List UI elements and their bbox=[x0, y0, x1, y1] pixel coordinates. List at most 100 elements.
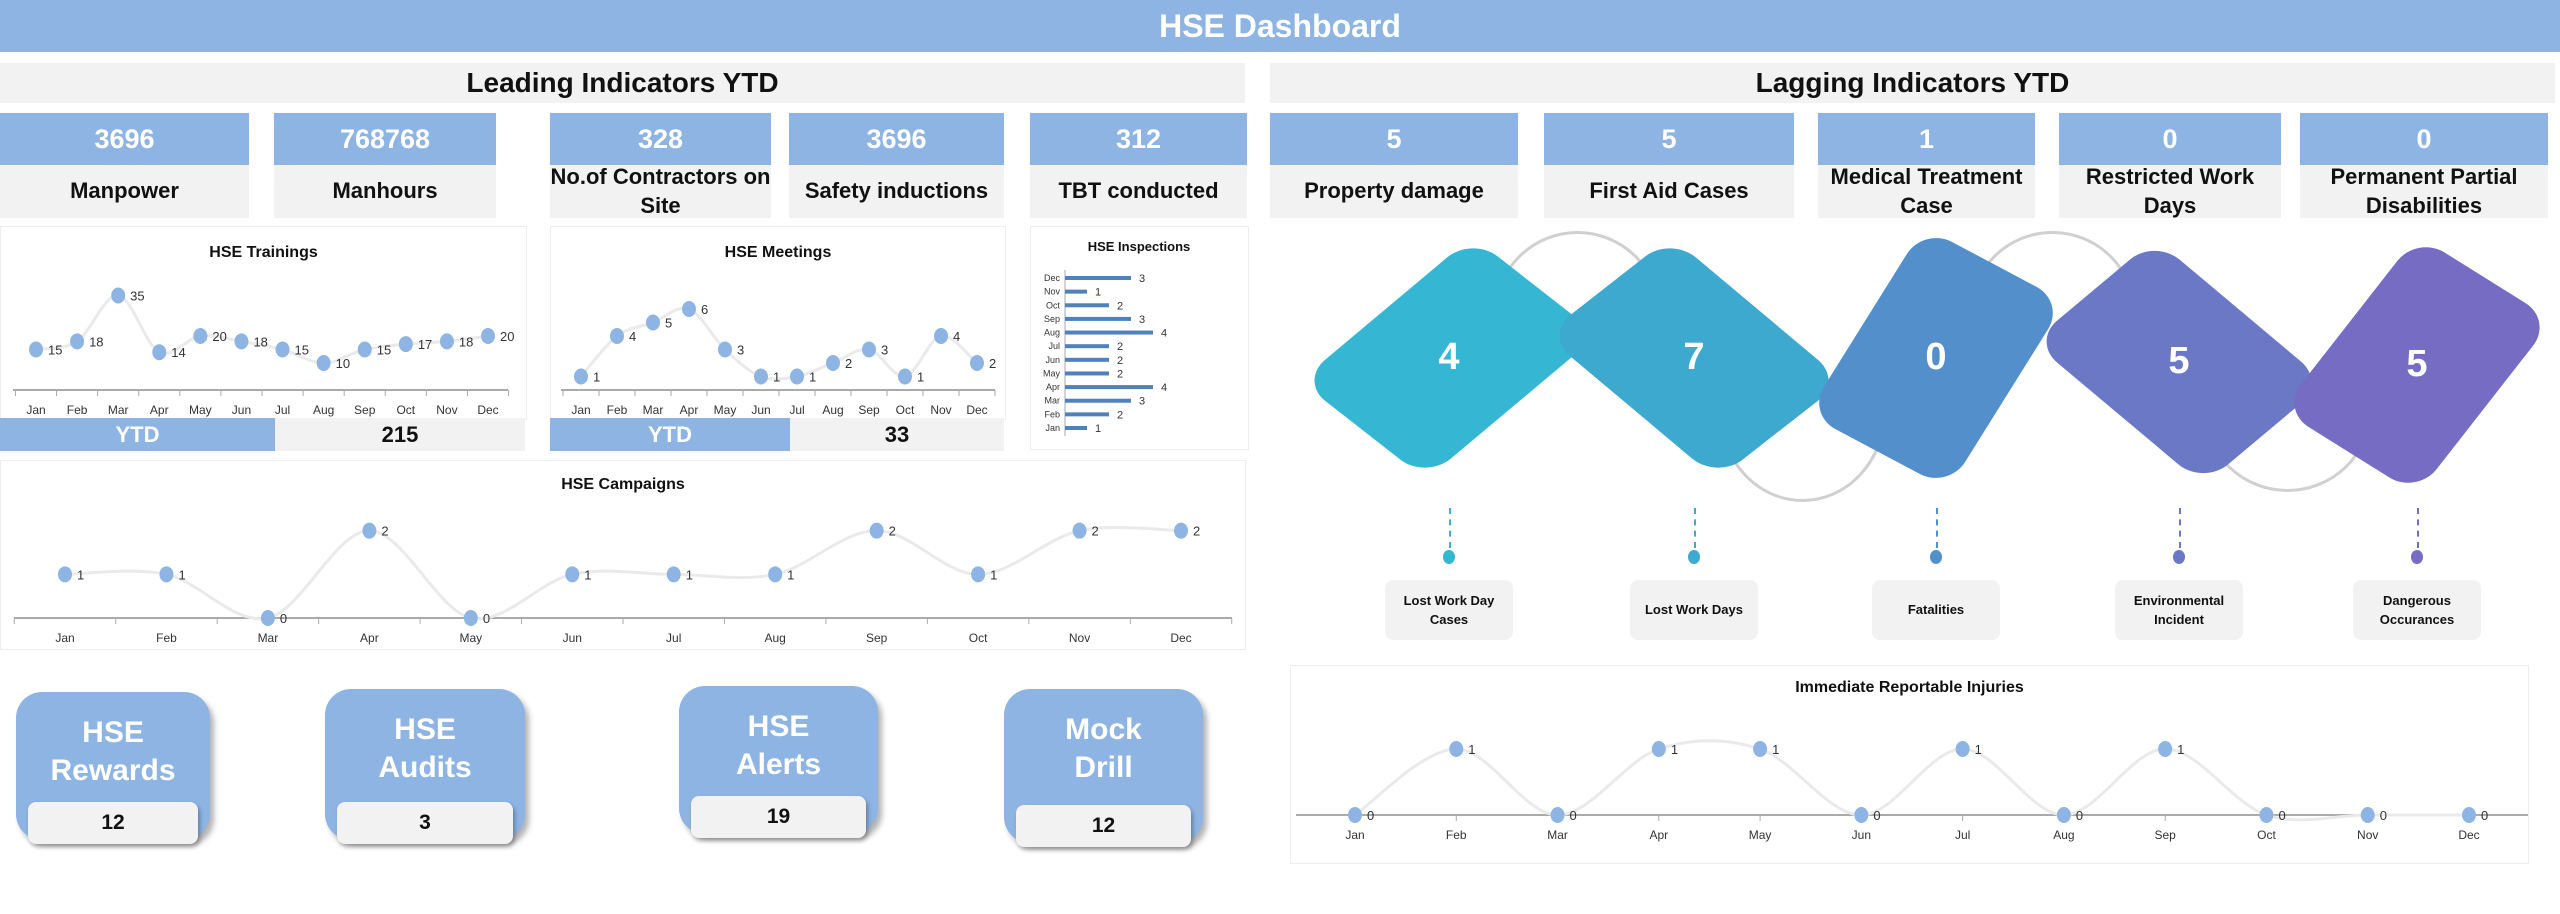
data-point bbox=[869, 522, 884, 539]
data-label: 3 bbox=[1139, 273, 1145, 285]
data-point bbox=[362, 522, 377, 539]
data-point bbox=[666, 566, 681, 583]
leading-kpi-value: 3696 bbox=[789, 113, 1004, 165]
chart-title: HSE Trainings bbox=[209, 244, 318, 261]
x-tick-label: Jul bbox=[666, 631, 681, 645]
bar bbox=[1065, 371, 1109, 376]
leading-kpi-label: Manpower bbox=[0, 165, 249, 218]
x-tick-label: Nov bbox=[436, 403, 457, 417]
data-point bbox=[2259, 807, 2274, 823]
y-tick-label: Apr bbox=[1046, 382, 1060, 392]
hse-tile-button[interactable]: HSE Alerts 19 bbox=[679, 686, 878, 838]
iri-chart-panel: Immediate Reportable Injuries 0 Jan 1 Feb 0 Ma… bbox=[1290, 665, 2538, 864]
x-tick-label: Sep bbox=[866, 631, 888, 645]
data-label: 18 bbox=[89, 334, 103, 349]
bar bbox=[1065, 316, 1131, 321]
x-tick-label: Oct bbox=[896, 403, 915, 417]
data-label: 1 bbox=[1975, 742, 1982, 757]
data-label: 14 bbox=[171, 345, 185, 360]
x-tick-label: Nov bbox=[930, 403, 951, 417]
data-label: 18 bbox=[253, 334, 267, 349]
meetings-chart: HSE Meetings 1 Jan 4 Feb 5 Mar 6 Apr 3 May 1 Jun 1 Jul… bbox=[561, 244, 996, 417]
data-point bbox=[2360, 807, 2375, 823]
data-label: 1 bbox=[686, 567, 693, 582]
data-label: 1 bbox=[787, 567, 794, 582]
data-point bbox=[1651, 741, 1666, 757]
y-tick-label: Sep bbox=[1044, 314, 1060, 324]
hse-tile-button[interactable]: Mock Drill 12 bbox=[1004, 689, 1203, 847]
data-label: 0 bbox=[280, 611, 287, 626]
dashed-connector bbox=[1694, 508, 1696, 548]
series-line bbox=[579, 306, 978, 381]
tile-value: 12 bbox=[1016, 805, 1191, 847]
data-label: 0 bbox=[2278, 808, 2285, 823]
chart-title: HSE Campaigns bbox=[561, 476, 685, 493]
data-point bbox=[934, 328, 948, 344]
data-point bbox=[58, 566, 72, 583]
dashed-connector bbox=[2179, 508, 2181, 548]
tile-value: 19 bbox=[691, 796, 866, 838]
data-point bbox=[610, 328, 624, 344]
x-tick-label: Dec bbox=[966, 403, 987, 417]
y-tick-label: Jul bbox=[1048, 341, 1060, 351]
x-tick-label: Apr bbox=[680, 403, 699, 417]
data-label: 15 bbox=[295, 343, 309, 358]
data-label: 3 bbox=[881, 343, 888, 358]
bar bbox=[1065, 357, 1109, 362]
x-tick-label: Jan bbox=[26, 403, 45, 417]
lagging-kpi-value: 0 bbox=[2300, 113, 2548, 165]
data-label: 15 bbox=[377, 343, 391, 358]
x-tick-label: Dec bbox=[1170, 631, 1191, 645]
tile-label: HSE Audits bbox=[378, 713, 472, 784]
x-tick-label: Jun bbox=[751, 403, 770, 417]
hse-tile-button[interactable]: HSE Rewards 12 bbox=[16, 692, 210, 844]
x-tick-label: Jan bbox=[55, 631, 74, 645]
data-point bbox=[1550, 807, 1565, 823]
data-label: 15 bbox=[48, 343, 62, 358]
campaigns-chart-panel: HSE Campaigns 1 Jan 1 Feb 0 Mar 2 Apr 0 May 1 Jun 1 Ju… bbox=[0, 460, 1246, 650]
bar bbox=[1065, 385, 1153, 390]
x-tick-label: Jan bbox=[571, 403, 590, 417]
y-tick-label: Jan bbox=[1045, 423, 1060, 433]
data-point bbox=[70, 333, 85, 350]
data-point bbox=[1174, 522, 1188, 539]
data-label: 4 bbox=[1161, 328, 1167, 340]
leading-kpi-value: 768768 bbox=[274, 113, 496, 165]
data-label: 10 bbox=[336, 356, 350, 371]
connector-dot bbox=[1930, 550, 1942, 564]
data-point bbox=[29, 341, 43, 358]
connector-dot bbox=[1443, 550, 1455, 564]
meetings-ytd-value: 33 bbox=[790, 418, 1004, 451]
dashed-connector bbox=[2417, 508, 2419, 548]
data-point bbox=[565, 566, 580, 583]
connector-dot bbox=[1688, 550, 1700, 564]
data-label: 4 bbox=[953, 329, 960, 344]
x-tick-label: Feb bbox=[156, 631, 177, 645]
chart-title: HSE Inspections bbox=[1088, 239, 1191, 254]
x-tick-label: Sep bbox=[858, 403, 880, 417]
data-label: 2 bbox=[381, 524, 388, 539]
data-label: 1 bbox=[584, 567, 591, 582]
x-tick-label: Aug bbox=[313, 403, 334, 417]
data-label: 4 bbox=[1161, 382, 1167, 394]
data-label: 18 bbox=[459, 334, 473, 349]
lagging-kpi-label: First Aid Cases bbox=[1544, 165, 1794, 218]
lagging-kpi-label: Medical Treatment Case bbox=[1818, 164, 2035, 218]
tile-value: 12 bbox=[28, 802, 198, 844]
trainings-chart: HSE Trainings 15 Jan 18 Feb 35 Mar 14 Apr 20 May 18… bbox=[13, 244, 514, 417]
data-point bbox=[2158, 741, 2173, 757]
x-tick-label: Mar bbox=[108, 403, 129, 417]
x-tick-label: Feb bbox=[67, 403, 88, 417]
data-point bbox=[398, 336, 413, 353]
x-tick-label: Jun bbox=[563, 631, 582, 645]
data-point bbox=[646, 314, 660, 331]
data-label: 17 bbox=[418, 337, 432, 352]
data-label: 0 bbox=[483, 611, 490, 626]
bar bbox=[1065, 330, 1153, 335]
data-label: 3 bbox=[1139, 396, 1145, 408]
series-line bbox=[64, 525, 1182, 621]
data-point bbox=[316, 355, 331, 371]
leading-kpi-value: 328 bbox=[550, 113, 771, 165]
y-tick-label: Mar bbox=[1045, 396, 1061, 406]
hse-tile-button[interactable]: HSE Audits 3 bbox=[325, 689, 525, 844]
